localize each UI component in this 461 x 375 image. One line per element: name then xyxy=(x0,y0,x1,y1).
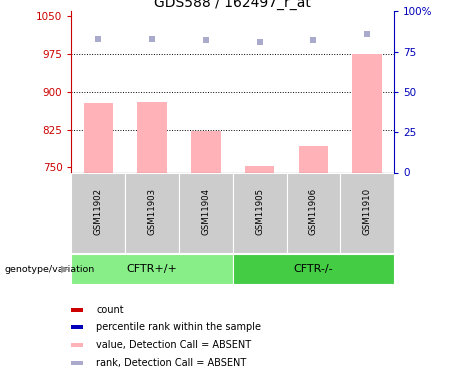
Bar xyxy=(245,166,274,172)
Bar xyxy=(71,343,83,347)
Text: value, Detection Call = ABSENT: value, Detection Call = ABSENT xyxy=(96,340,251,350)
Bar xyxy=(299,146,328,172)
Title: GDS588 / 162497_r_at: GDS588 / 162497_r_at xyxy=(154,0,311,10)
Text: ▶: ▶ xyxy=(61,264,69,274)
Text: GSM11902: GSM11902 xyxy=(94,188,103,235)
Text: GSM11906: GSM11906 xyxy=(309,188,318,235)
Text: GSM11904: GSM11904 xyxy=(201,188,210,235)
Bar xyxy=(179,172,233,253)
Text: genotype/variation: genotype/variation xyxy=(5,265,95,274)
Bar xyxy=(83,103,113,172)
Text: rank, Detection Call = ABSENT: rank, Detection Call = ABSENT xyxy=(96,358,246,368)
Text: GSM11910: GSM11910 xyxy=(363,188,372,235)
Text: GSM11903: GSM11903 xyxy=(148,188,157,235)
Bar xyxy=(353,54,382,173)
Text: CFTR+/+: CFTR+/+ xyxy=(127,264,177,274)
Bar xyxy=(125,172,179,253)
Bar xyxy=(71,361,83,365)
Text: CFTR-/-: CFTR-/- xyxy=(294,264,333,274)
Bar xyxy=(71,172,125,253)
Bar xyxy=(191,131,221,172)
Text: count: count xyxy=(96,304,124,315)
Bar xyxy=(340,172,394,253)
Text: percentile rank within the sample: percentile rank within the sample xyxy=(96,322,261,332)
Bar xyxy=(233,172,287,253)
Text: GSM11905: GSM11905 xyxy=(255,188,264,235)
Bar xyxy=(71,308,83,312)
Bar xyxy=(137,102,167,172)
Bar xyxy=(233,254,394,284)
Bar xyxy=(71,254,233,284)
Bar xyxy=(71,326,83,329)
Bar xyxy=(287,172,340,253)
